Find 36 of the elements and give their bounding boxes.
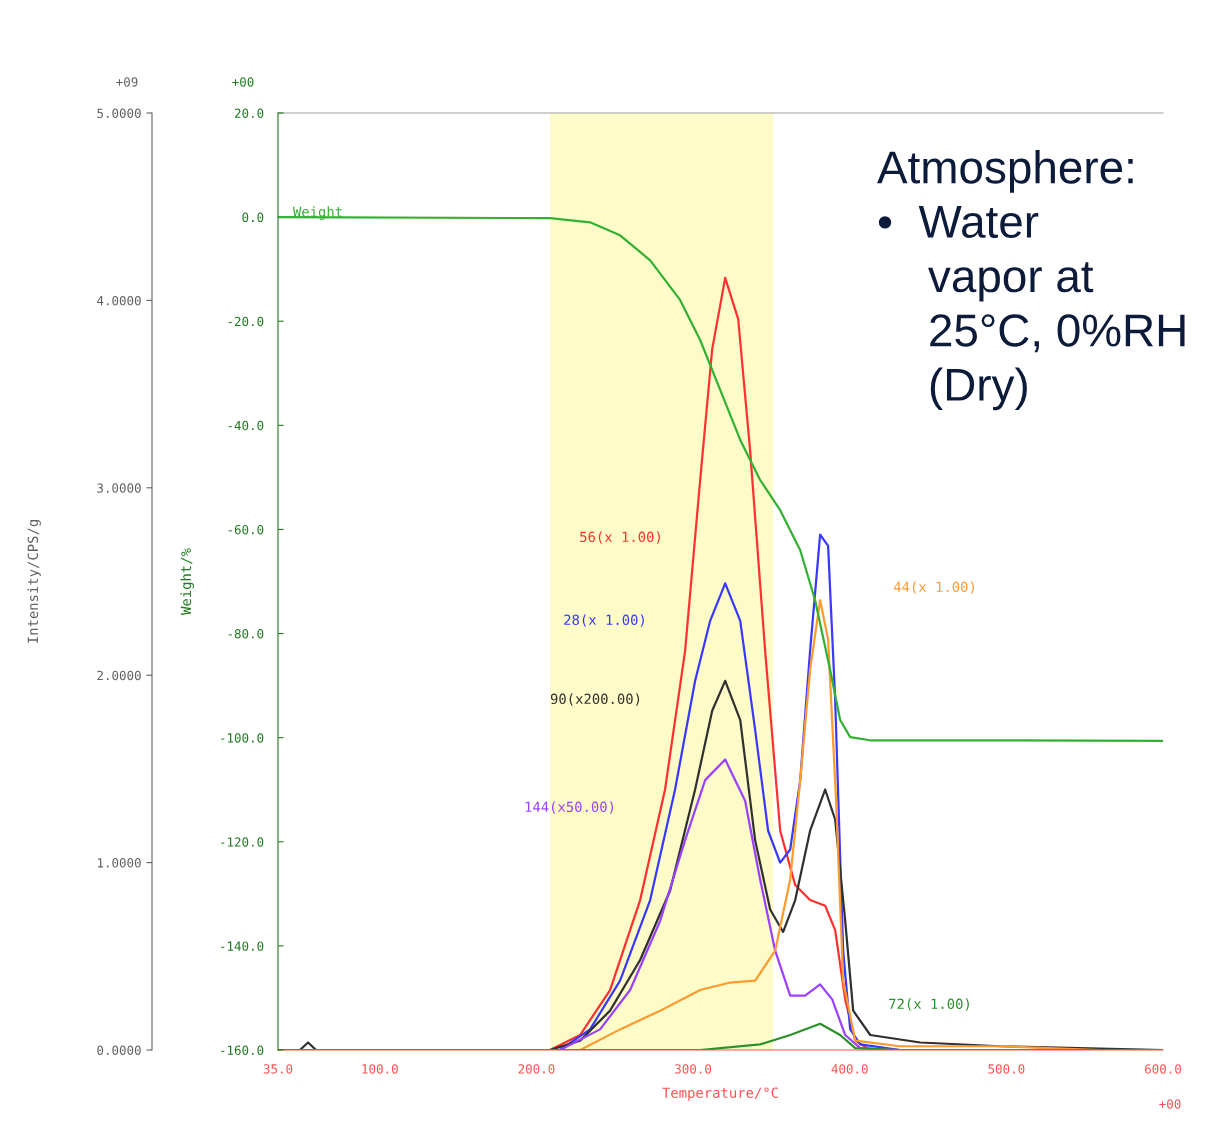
x-tick-label: 100.0 <box>362 1064 398 1074</box>
y-tick-label: 1.0000 <box>97 858 141 868</box>
x-tick-label: 400.0 <box>831 1064 868 1074</box>
x-tick-label: 600.0 <box>1145 1064 1181 1074</box>
y2-tick-label: 0.0 <box>242 212 264 223</box>
annotation: 56(x 1.00) <box>580 531 660 544</box>
x-axis-title: Temperature/°C <box>662 1087 778 1101</box>
annotation: 144(x50.00) <box>525 801 614 814</box>
y2-tick-label: -20.0 <box>228 316 264 327</box>
y2-tick-label: -40.0 <box>228 420 264 431</box>
text: +00 <box>232 77 254 87</box>
y2-tick-label: -140.0 <box>221 941 264 951</box>
x-tick-label: 200.0 <box>518 1064 555 1074</box>
y-tick-label: 0.0000 <box>97 1045 141 1055</box>
annotation: 72(x 1.00) <box>889 998 969 1011</box>
y-tick-label: 4.0000 <box>97 295 141 306</box>
x-tick-label: 300.0 <box>675 1064 712 1074</box>
y2-tick-label: -80.0 <box>228 629 264 639</box>
x-tick-label: 500.0 <box>988 1064 1025 1074</box>
y2-tick-label: -60.0 <box>228 524 264 535</box>
text: +09 <box>116 77 138 87</box>
y-axis-title: Intensity/CPS/g <box>27 520 41 643</box>
y2-tick-label: -160.0 <box>221 1045 264 1055</box>
annotation: 90(x200.00) <box>550 693 640 706</box>
annotation: Atmosphere: • Water vapor at 25°C, 0%RH (Dry) <box>877 150 1185 411</box>
text: +00 <box>1159 1099 1181 1109</box>
y2-tick-label: 20.0 <box>234 108 264 118</box>
x-tick-label: 35.0 <box>263 1064 293 1074</box>
y2-tick-label: -120.0 <box>221 837 264 847</box>
y-tick-label: 5.0000 <box>97 108 141 118</box>
annotation: 28(x 1.00) <box>564 614 644 627</box>
y-tick-label: 3.0000 <box>97 483 141 493</box>
y2-tick-label: -100.0 <box>221 733 264 743</box>
annotation: 44(x 1.00) <box>893 581 974 594</box>
y-tick-label: 2.0000 <box>97 670 141 681</box>
y2-axis-title: Weight/% <box>180 548 194 615</box>
